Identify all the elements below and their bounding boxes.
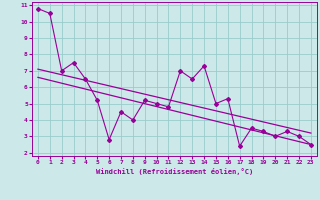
X-axis label: Windchill (Refroidissement éolien,°C): Windchill (Refroidissement éolien,°C) — [96, 168, 253, 175]
